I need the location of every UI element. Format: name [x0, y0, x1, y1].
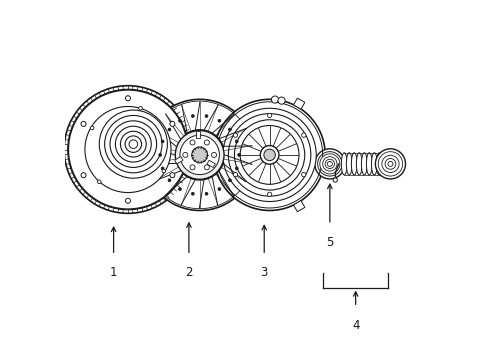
Circle shape	[301, 172, 305, 177]
Ellipse shape	[366, 153, 371, 175]
Circle shape	[161, 140, 163, 143]
Circle shape	[325, 159, 334, 168]
Circle shape	[67, 89, 188, 210]
Circle shape	[97, 180, 101, 184]
Circle shape	[233, 172, 237, 177]
Circle shape	[218, 119, 221, 122]
Circle shape	[277, 97, 285, 104]
Circle shape	[375, 149, 405, 179]
Circle shape	[183, 152, 187, 157]
Circle shape	[314, 149, 344, 179]
Circle shape	[228, 128, 231, 131]
Circle shape	[191, 192, 194, 195]
Circle shape	[228, 179, 231, 182]
Bar	[174, 157, 183, 164]
Circle shape	[178, 119, 181, 122]
Polygon shape	[293, 201, 304, 212]
Circle shape	[169, 121, 175, 126]
Circle shape	[235, 140, 238, 143]
Circle shape	[175, 131, 224, 179]
Circle shape	[204, 192, 207, 195]
Circle shape	[322, 157, 336, 171]
Circle shape	[204, 140, 209, 145]
Polygon shape	[293, 98, 304, 109]
Circle shape	[301, 133, 305, 137]
Circle shape	[319, 154, 339, 174]
Circle shape	[168, 128, 170, 131]
Circle shape	[235, 167, 238, 170]
Circle shape	[180, 135, 219, 175]
Circle shape	[90, 126, 94, 130]
Circle shape	[81, 173, 86, 178]
Ellipse shape	[351, 153, 356, 175]
Circle shape	[387, 161, 392, 166]
Ellipse shape	[361, 153, 366, 175]
Circle shape	[174, 130, 224, 180]
Circle shape	[223, 108, 316, 202]
Circle shape	[211, 152, 216, 157]
Circle shape	[161, 167, 163, 170]
Ellipse shape	[346, 153, 351, 175]
Circle shape	[214, 99, 325, 211]
Circle shape	[64, 86, 191, 213]
Circle shape	[332, 178, 337, 182]
Circle shape	[228, 114, 310, 196]
Circle shape	[267, 192, 271, 197]
Circle shape	[260, 145, 278, 164]
Polygon shape	[206, 150, 214, 159]
Ellipse shape	[371, 153, 376, 175]
Circle shape	[85, 107, 171, 193]
Ellipse shape	[376, 153, 382, 175]
Circle shape	[159, 153, 162, 156]
Circle shape	[191, 114, 194, 117]
Circle shape	[178, 188, 181, 190]
Circle shape	[81, 121, 86, 126]
Text: 4: 4	[351, 319, 359, 332]
Circle shape	[191, 147, 207, 163]
Text: 2: 2	[185, 266, 192, 279]
Circle shape	[267, 113, 271, 118]
Text: 1: 1	[110, 266, 117, 279]
Text: 3: 3	[260, 266, 267, 279]
Bar	[196, 131, 200, 138]
Circle shape	[204, 114, 207, 117]
Circle shape	[384, 158, 395, 169]
Ellipse shape	[356, 153, 362, 175]
Circle shape	[234, 120, 304, 190]
Circle shape	[378, 152, 402, 176]
Circle shape	[233, 133, 237, 137]
Ellipse shape	[381, 153, 386, 175]
Bar	[206, 160, 215, 168]
Circle shape	[169, 173, 175, 178]
Circle shape	[144, 99, 255, 211]
Circle shape	[190, 140, 195, 145]
Circle shape	[162, 169, 165, 173]
Circle shape	[125, 96, 130, 101]
Text: 5: 5	[325, 235, 333, 249]
Circle shape	[204, 165, 209, 170]
Circle shape	[190, 165, 195, 170]
Circle shape	[264, 149, 275, 161]
Circle shape	[271, 96, 278, 103]
Circle shape	[237, 153, 240, 156]
Circle shape	[240, 126, 298, 184]
Circle shape	[381, 155, 398, 172]
Ellipse shape	[341, 153, 346, 175]
Circle shape	[139, 107, 142, 110]
Circle shape	[326, 161, 332, 166]
Circle shape	[125, 198, 130, 203]
Circle shape	[68, 90, 187, 209]
Circle shape	[218, 188, 221, 190]
Circle shape	[168, 179, 170, 182]
